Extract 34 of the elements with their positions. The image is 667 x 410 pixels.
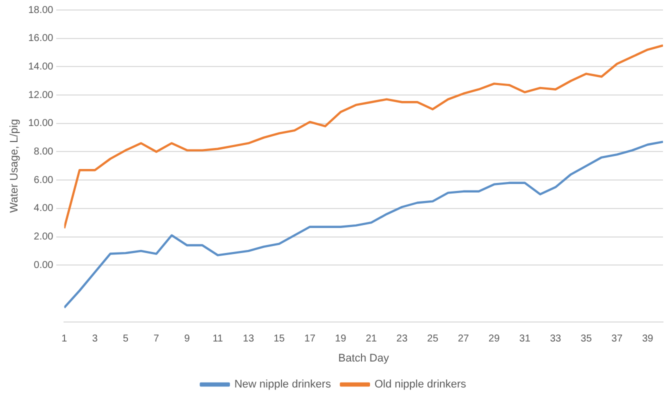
x-tick-label: 11	[212, 334, 224, 345]
x-tick-label: 31	[519, 334, 531, 345]
x-tick-label: 33	[550, 334, 562, 345]
y-tick-label: 8.00	[34, 146, 54, 158]
x-tick-label: 37	[611, 334, 623, 345]
x-tick-label: 27	[458, 334, 470, 345]
x-tick-label: 19	[335, 334, 347, 345]
x-tick-label: 5	[122, 334, 129, 345]
y-tick-label: 6.00	[34, 174, 54, 186]
x-axis-title: Batch Day	[338, 352, 390, 364]
x-tick-label: 9	[184, 334, 190, 345]
legend-label: Old nipple drinkers	[374, 378, 467, 391]
x-tick-label: 3	[92, 334, 98, 345]
y-tick-label: 2.00	[34, 232, 54, 243]
y-tick-label: 16.00	[28, 33, 54, 44]
y-tick-label: 12.00	[28, 90, 54, 101]
y-tick-label: 4.00	[34, 203, 54, 214]
x-tick-label: 35	[580, 334, 592, 345]
x-tick-label: 15	[274, 334, 286, 345]
y-tick-label: 14.00	[28, 61, 54, 72]
x-tick-label: 21	[366, 334, 378, 345]
x-tick-label: 25	[427, 334, 439, 345]
x-tick-label: 13	[242, 334, 254, 345]
legend-label: New nipple drinkers	[234, 378, 332, 391]
x-tick-label: 39	[642, 334, 654, 345]
y-axis-title: Water Usage, L/pig	[8, 119, 21, 213]
y-tick-label: 10.00	[28, 118, 54, 130]
y-tick-label: 18.00	[28, 4, 54, 16]
y-tick-label: 0.00	[34, 260, 54, 271]
x-tick-label: 1	[61, 334, 68, 345]
x-tick-label: 7	[154, 334, 160, 345]
x-tick-label: 29	[488, 334, 500, 345]
x-tick-label: 23	[396, 334, 408, 345]
x-tick-label: 17	[304, 334, 316, 345]
